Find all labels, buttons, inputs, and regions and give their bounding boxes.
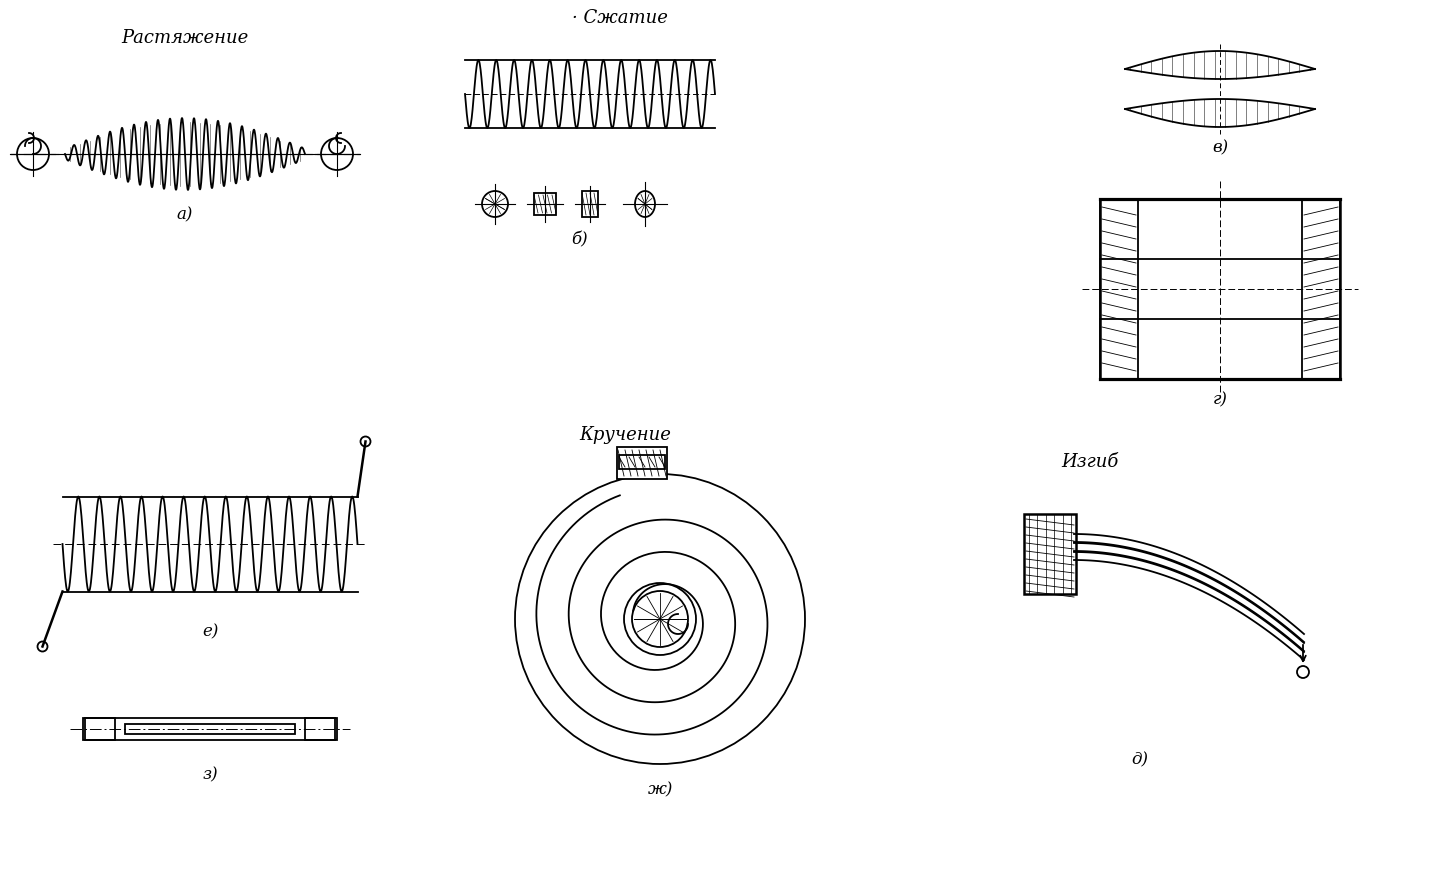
Bar bbox=[582, 192, 598, 218]
Text: г): г) bbox=[1212, 391, 1227, 408]
Text: Кручение: Кручение bbox=[579, 426, 671, 443]
Bar bbox=[305, 718, 337, 740]
Text: Изгиб: Изгиб bbox=[1061, 453, 1119, 470]
Bar bbox=[619, 455, 665, 469]
Bar bbox=[534, 194, 556, 216]
Circle shape bbox=[360, 437, 370, 447]
Bar bbox=[125, 724, 295, 734]
Bar bbox=[616, 448, 667, 480]
Bar bbox=[1302, 200, 1341, 380]
Text: а): а) bbox=[177, 206, 193, 223]
Text: ж): ж) bbox=[648, 780, 672, 798]
Text: в): в) bbox=[1212, 139, 1228, 156]
Bar bbox=[1100, 200, 1341, 380]
Text: Растяжение: Растяжение bbox=[121, 29, 249, 47]
Bar bbox=[1100, 200, 1138, 380]
Text: · Сжатие: · Сжатие bbox=[572, 9, 668, 27]
Text: з): з) bbox=[202, 766, 217, 783]
Bar bbox=[85, 718, 336, 740]
Circle shape bbox=[37, 642, 48, 652]
Bar bbox=[84, 718, 115, 740]
Text: д): д) bbox=[1132, 751, 1149, 767]
Text: б): б) bbox=[572, 231, 589, 249]
Text: е): е) bbox=[202, 623, 219, 640]
Bar bbox=[1024, 514, 1076, 594]
